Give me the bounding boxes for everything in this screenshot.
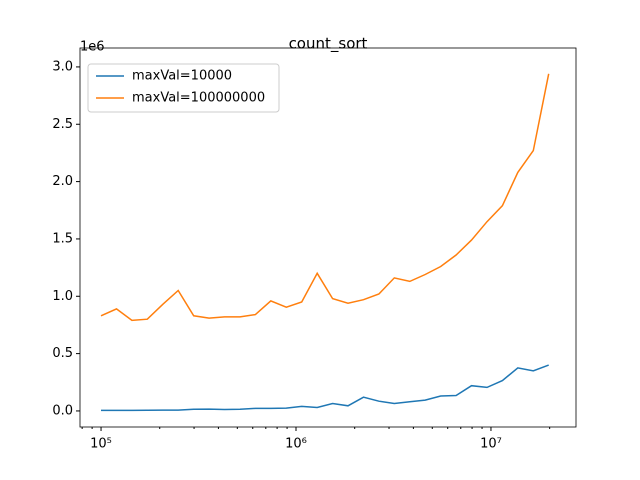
y-tick-label: 3.0: [52, 59, 73, 74]
chart-title: count_sort: [289, 35, 368, 54]
x-tick-label: 10⁵: [90, 437, 112, 452]
legend-label: maxVal=100000000: [132, 91, 265, 106]
y-offset-label: 1e6: [80, 40, 105, 55]
y-tick-label: 1.0: [52, 289, 73, 304]
x-tick-label: 10⁷: [480, 437, 502, 452]
series-line: [101, 364, 549, 412]
y-tick-label: 0.0: [52, 403, 73, 418]
series-line: [100, 73, 550, 322]
legend-label: maxVal=10000: [132, 69, 232, 84]
legend-box: [87, 63, 280, 113]
y-tick-label: 0.5: [52, 346, 73, 361]
y-tick-label: 1.5: [52, 231, 73, 246]
y-tick-label: 2.0: [52, 174, 73, 189]
y-tick-label: 2.5: [52, 117, 73, 132]
x-tick-label: 10⁶: [285, 437, 307, 452]
plot-frame: [79, 47, 577, 428]
